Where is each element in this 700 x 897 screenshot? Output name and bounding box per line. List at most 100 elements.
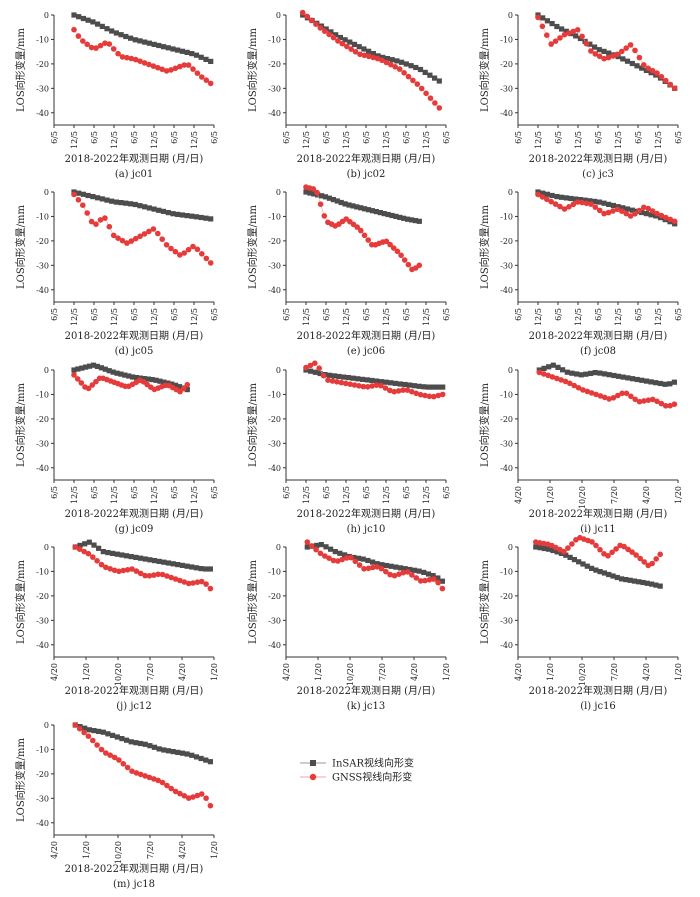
insar-point	[624, 206, 631, 212]
insar-point	[360, 376, 366, 382]
insar-point	[203, 215, 209, 221]
insar-point	[593, 567, 599, 573]
insar-point	[373, 209, 379, 215]
gnss-point	[658, 400, 665, 407]
x-tick-label: 6/5	[554, 308, 563, 321]
chart-panel: 0 -10 -20 -30 -40 6/5 12/5 6/5 12/5 6/5 12/5 6/5 12/…	[14, 11, 219, 180]
insar-point	[170, 211, 176, 217]
x-tick-label: 12/5	[342, 486, 351, 504]
insar-point	[569, 370, 575, 376]
gnss-point	[535, 191, 541, 198]
x-tick-label: 10/20	[114, 663, 123, 686]
gnss-point	[671, 85, 678, 92]
insar-point	[75, 366, 81, 372]
insar-point	[133, 554, 139, 560]
insar-point	[573, 196, 579, 202]
gnss-point	[168, 574, 174, 581]
y-axis-label: LOS向形变量/mm	[478, 559, 491, 644]
y-tick-label: -30	[36, 261, 49, 270]
gnss-point	[190, 243, 196, 250]
insar-point	[342, 37, 348, 43]
y-tick-label: -20	[500, 592, 513, 601]
insar-point	[379, 562, 385, 568]
y-tick-label: -20	[268, 60, 281, 69]
gnss-point	[137, 570, 144, 577]
y-tick-label: -40	[36, 464, 49, 473]
gnss-series	[304, 539, 446, 592]
y-tick-label: -20	[36, 415, 49, 424]
gnss-point	[185, 580, 192, 587]
gnss-point	[623, 45, 629, 51]
gnss-point	[116, 568, 122, 575]
gnss-point	[619, 208, 625, 214]
insar-point	[388, 563, 394, 569]
gnss-point	[356, 383, 362, 389]
gnss-point	[194, 792, 201, 799]
x-tick-label: 6/5	[362, 308, 371, 321]
insar-point	[208, 58, 214, 64]
insar-point	[110, 550, 116, 556]
insar-series	[71, 189, 214, 222]
insar-point	[407, 382, 413, 388]
x-tick-label: 4/20	[514, 486, 523, 504]
y-tick-label: -30	[36, 84, 49, 93]
insar-point	[118, 200, 124, 206]
gnss-point	[317, 550, 324, 557]
insar-point	[338, 199, 344, 206]
insar-point	[100, 549, 106, 555]
insar-point	[648, 212, 654, 218]
gnss-point	[102, 40, 108, 46]
x-axis-label: 2018-2022年观测日期 (月/日)	[65, 329, 204, 342]
gnss-point	[199, 74, 205, 80]
gnss-point	[111, 754, 118, 761]
insar-point	[354, 204, 360, 210]
insar-point	[165, 560, 172, 566]
insar-point	[323, 544, 329, 550]
gnss-point	[321, 213, 328, 219]
gnss-point	[625, 546, 631, 553]
gnss-point	[632, 47, 638, 54]
insar-point	[118, 32, 124, 38]
gnss-point	[565, 545, 571, 551]
insar-point	[597, 569, 603, 575]
x-tick-label: 12/5	[422, 131, 431, 149]
gnss-point	[348, 46, 355, 52]
chart-panel: 0 -10 -20 -30 -40 6/5 12/5 6/5 12/5 6/5 12/5 6/5 12/…	[14, 362, 219, 535]
insar-point	[346, 202, 352, 208]
insar-point	[563, 28, 569, 34]
y-tick-label: -10	[500, 390, 513, 399]
x-tick-label: 6/5	[674, 308, 683, 321]
y-axis-label: LOS向形变量/mm	[14, 382, 27, 467]
gnss-point	[159, 66, 165, 73]
gnss-series	[71, 372, 191, 395]
gnss-point	[172, 248, 179, 255]
insar-point	[322, 194, 329, 200]
insar-point	[643, 378, 650, 384]
insar-point	[355, 376, 361, 382]
gnss-point	[190, 794, 196, 800]
insar-point	[432, 75, 438, 81]
gnss-point	[554, 375, 560, 382]
insar-point	[207, 566, 213, 572]
insar-point	[592, 370, 598, 376]
gnss-line	[73, 29, 211, 84]
gnss-point	[365, 237, 372, 243]
y-tick-label: -40	[36, 641, 49, 650]
gnss-point	[423, 90, 429, 97]
gnss-point	[653, 556, 659, 562]
x-tick-label: 12/5	[110, 308, 119, 326]
gnss-point	[185, 246, 192, 253]
y-tick-label: -10	[36, 212, 49, 221]
insar-point	[161, 559, 167, 565]
chart-panel: 0 -10 -20 -30 -40 4/20 1/20 10/20 7/20 4/20 1/20 LO…	[14, 539, 219, 712]
insar-point	[106, 368, 112, 374]
y-axis-label: LOS向形变量/mm	[246, 27, 259, 112]
x-tick-label: 12/5	[382, 308, 391, 326]
y-tick-label: -40	[500, 641, 513, 650]
gnss-point	[606, 396, 612, 402]
gnss-point	[540, 371, 547, 377]
insar-point	[145, 376, 151, 382]
insar-point	[318, 542, 324, 548]
insar-point	[425, 384, 432, 390]
